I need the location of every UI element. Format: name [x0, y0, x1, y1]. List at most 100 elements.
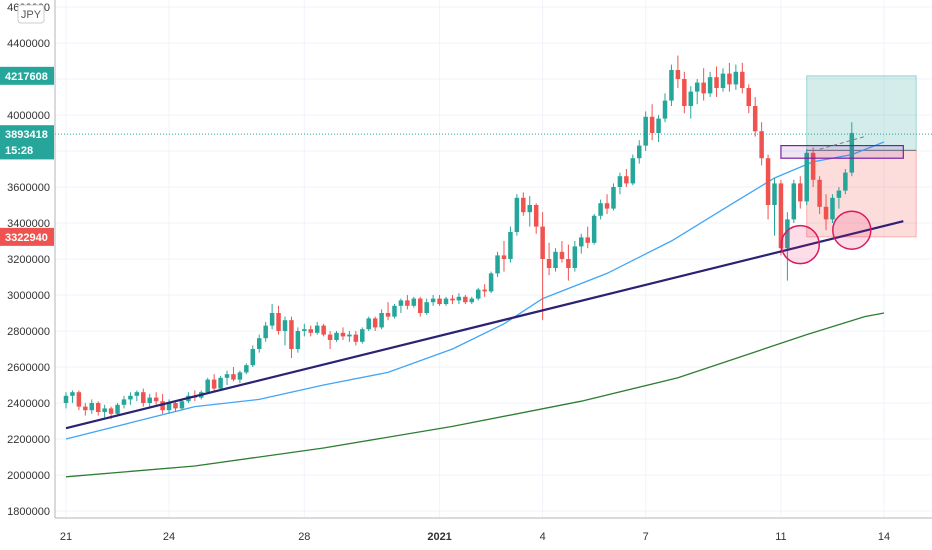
candle-body: [714, 77, 719, 88]
moving-average-1: [65, 141, 885, 440]
candle: [798, 176, 803, 209]
x-axis-labels: 21 24 28 2021 4 7 11 14: [60, 531, 890, 543]
candle-body: [263, 325, 268, 339]
candle: [353, 331, 359, 346]
candle: [656, 115, 661, 142]
candle: [289, 316, 294, 358]
candle-body: [173, 403, 178, 409]
candle-body: [450, 298, 455, 301]
candle-body: [495, 255, 500, 274]
candle-body: [617, 176, 623, 187]
candle: [765, 154, 771, 220]
candle-body: [649, 116, 655, 133]
candle-body: [688, 91, 694, 106]
candle-body: [108, 408, 114, 414]
candle-body: [218, 377, 223, 389]
y-tick-label: 4000000: [7, 110, 50, 122]
candle: [823, 194, 829, 231]
candle-body: [308, 329, 314, 333]
currency-label[interactable]: JPY: [17, 4, 45, 24]
candle: [604, 194, 610, 214]
candle-body: [379, 313, 384, 328]
candle: [256, 334, 262, 353]
candle-body: [147, 397, 152, 403]
candle-body: [727, 73, 732, 85]
x-tick-label: 21: [60, 531, 72, 543]
candle: [102, 404, 107, 418]
candle: [514, 194, 520, 236]
candle: [308, 325, 314, 337]
candle: [205, 377, 210, 394]
candle: [495, 251, 500, 277]
currency-box[interactable]: [17, 4, 45, 24]
candle: [836, 187, 842, 209]
candle: [585, 226, 590, 249]
range-rectangle: [780, 145, 904, 159]
current-price-text: 3893418: [5, 129, 48, 141]
candle-body: [579, 237, 584, 247]
candle-body: [791, 183, 797, 220]
price-badge-text: 4217608: [5, 71, 48, 83]
candle-body: [166, 403, 172, 411]
candle: [772, 178, 777, 236]
highlight-circle: [780, 224, 821, 265]
candle: [347, 331, 352, 342]
y-tick-label: 3200000: [7, 254, 50, 266]
candle-body: [160, 401, 165, 411]
candle-body: [810, 152, 816, 180]
candle: [527, 196, 533, 227]
candle: [566, 244, 571, 281]
candle: [553, 248, 558, 272]
candle: [720, 68, 726, 92]
candle-body: [392, 305, 397, 317]
candle: [688, 86, 694, 119]
candle-body: [398, 300, 404, 306]
candle-body: [720, 73, 726, 88]
candle: [340, 327, 346, 340]
price-badges: 421760838036083322940389341815:28: [0, 66, 54, 246]
candle-body: [121, 399, 127, 405]
x-tick-label: 2021: [427, 531, 451, 543]
candle-body: [540, 226, 545, 259]
x-tick-label: 28: [298, 531, 310, 543]
candle-body: [295, 331, 301, 349]
candle-body: [89, 403, 95, 411]
candle: [662, 93, 668, 123]
candle-body: [656, 118, 661, 133]
candle-body: [276, 313, 281, 331]
y-tick-label: 1800000: [7, 506, 50, 518]
candle: [521, 192, 526, 216]
candle-body: [469, 298, 475, 303]
candle-body: [630, 158, 636, 184]
candle-body: [798, 183, 803, 202]
x-tick-label: 7: [643, 531, 649, 543]
candle-body: [707, 77, 713, 94]
candle: [141, 388, 146, 407]
candle: [430, 295, 436, 306]
candle: [224, 370, 230, 385]
candle-body: [804, 152, 809, 202]
candle-body: [604, 203, 610, 209]
chart-drawings[interactable]: [65, 136, 904, 430]
y-tick-label: 3000000: [7, 290, 50, 302]
candle-body: [514, 197, 520, 232]
candle-body: [843, 172, 848, 191]
candle-body: [572, 246, 578, 268]
candle-body: [63, 395, 69, 403]
candle-body: [411, 298, 417, 306]
candle: [121, 395, 127, 409]
candle-body: [624, 176, 629, 184]
countdown-text: 15:28: [5, 145, 33, 157]
candle: [624, 169, 629, 187]
candle: [398, 298, 404, 313]
candle: [759, 122, 764, 166]
candle-body: [849, 133, 855, 173]
candle-body: [437, 298, 442, 304]
candle-body: [424, 302, 429, 313]
candle: [314, 322, 320, 335]
y-tick-label: 3400000: [7, 218, 50, 230]
candle-body: [559, 251, 565, 259]
candle-body: [701, 82, 706, 94]
candle: [417, 296, 423, 317]
